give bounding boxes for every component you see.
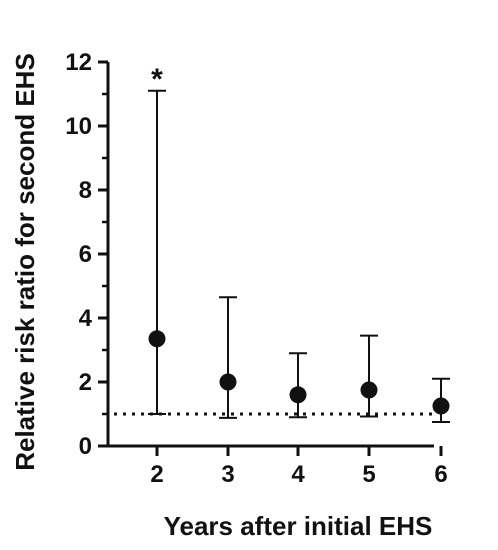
data-point-6: [432, 397, 450, 415]
y-tick-label-2: 2: [79, 369, 92, 396]
y-tick-label-10: 10: [65, 113, 92, 140]
significance-annotation: *: [151, 63, 163, 96]
data-point-4: [289, 386, 307, 404]
x-tick-label-4: 4: [291, 461, 305, 488]
x-tick-label-6: 6: [434, 461, 447, 488]
x-tick-label-5: 5: [362, 461, 375, 488]
x-tick-label-3: 3: [221, 461, 234, 488]
axes: [98, 60, 443, 456]
y-axis-title: Relative risk ratio for second EHS: [10, 53, 40, 471]
data-points: [148, 330, 450, 415]
x-tick-label-2: 2: [150, 461, 163, 488]
y-tick-label-12: 12: [65, 49, 92, 76]
y-tick-label-4: 4: [79, 305, 93, 332]
data-point-3: [219, 373, 237, 391]
data-point-2: [148, 330, 166, 348]
x-axis-title: Years after initial EHS: [164, 511, 433, 541]
y-tick-label-8: 8: [79, 177, 92, 204]
tick-labels: 0 2 4 6 8 10 12 2 3 4 5 6 *: [65, 49, 447, 488]
y-tick-label-6: 6: [79, 241, 92, 268]
y-tick-label-0: 0: [79, 433, 92, 460]
data-point-5: [360, 381, 378, 399]
error-bars: [148, 89, 450, 423]
